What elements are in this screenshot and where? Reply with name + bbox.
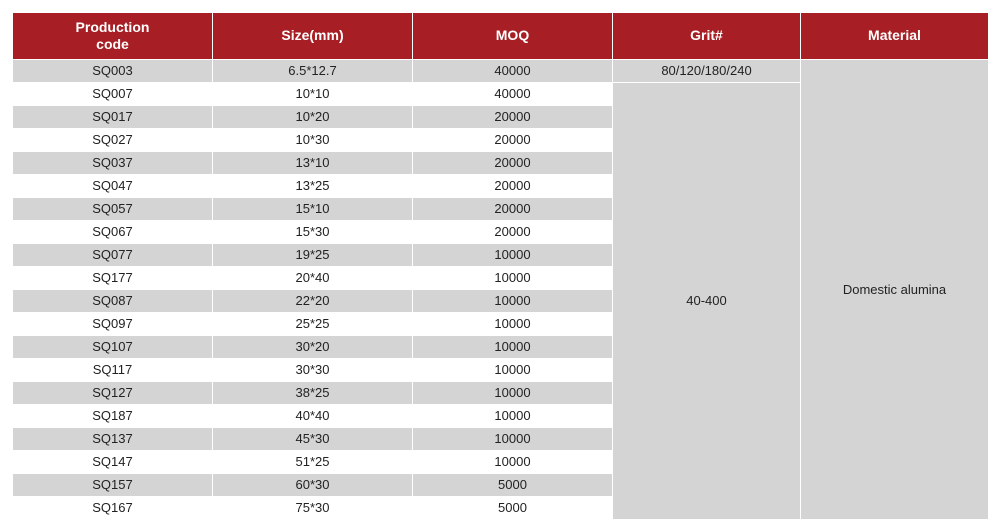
cell-size: 10*20 <box>213 105 413 128</box>
col-header-size: Size(mm) <box>213 13 413 60</box>
cell-code: SQ007 <box>13 82 213 105</box>
cell-size: 13*25 <box>213 174 413 197</box>
cell-grit-first: 80/120/180/240 <box>613 59 801 82</box>
cell-size: 75*30 <box>213 496 413 519</box>
cell-moq: 5000 <box>413 496 613 519</box>
cell-material-merged: Domestic alumina <box>801 59 989 519</box>
cell-moq: 20000 <box>413 105 613 128</box>
cell-code: SQ037 <box>13 151 213 174</box>
cell-size: 15*10 <box>213 197 413 220</box>
cell-moq: 10000 <box>413 289 613 312</box>
cell-code: SQ107 <box>13 335 213 358</box>
cell-code: SQ177 <box>13 266 213 289</box>
col-header-label: Grit# <box>690 27 723 43</box>
cell-code: SQ147 <box>13 450 213 473</box>
cell-code: SQ127 <box>13 381 213 404</box>
cell-code: SQ017 <box>13 105 213 128</box>
cell-code: SQ157 <box>13 473 213 496</box>
cell-moq: 10000 <box>413 450 613 473</box>
cell-code: SQ027 <box>13 128 213 151</box>
table-body: SQ003 6.5*12.7 40000 80/120/180/240 Dome… <box>13 59 989 519</box>
cell-code: SQ117 <box>13 358 213 381</box>
cell-moq: 10000 <box>413 266 613 289</box>
cell-size: 19*25 <box>213 243 413 266</box>
cell-moq: 10000 <box>413 358 613 381</box>
cell-moq: 10000 <box>413 335 613 358</box>
cell-moq: 20000 <box>413 174 613 197</box>
cell-size: 38*25 <box>213 381 413 404</box>
cell-size: 10*10 <box>213 82 413 105</box>
cell-code: SQ077 <box>13 243 213 266</box>
cell-moq: 5000 <box>413 473 613 496</box>
cell-size: 22*20 <box>213 289 413 312</box>
cell-size: 6.5*12.7 <box>213 59 413 82</box>
cell-code: SQ167 <box>13 496 213 519</box>
cell-moq: 20000 <box>413 128 613 151</box>
col-header-grit: Grit# <box>613 13 801 60</box>
col-header-label: code <box>96 36 129 52</box>
cell-moq: 20000 <box>413 151 613 174</box>
cell-size: 60*30 <box>213 473 413 496</box>
cell-code: SQ003 <box>13 59 213 82</box>
col-header-label: Size(mm) <box>281 27 343 43</box>
col-header-label: Material <box>868 27 921 43</box>
cell-moq: 40000 <box>413 82 613 105</box>
cell-moq: 40000 <box>413 59 613 82</box>
cell-code: SQ057 <box>13 197 213 220</box>
cell-size: 13*10 <box>213 151 413 174</box>
cell-moq: 10000 <box>413 243 613 266</box>
cell-moq: 10000 <box>413 427 613 450</box>
cell-moq: 20000 <box>413 197 613 220</box>
table-row: SQ003 6.5*12.7 40000 80/120/180/240 Dome… <box>13 59 989 82</box>
table-header-row: Production code Size(mm) MOQ Grit# Mater… <box>13 13 989 60</box>
cell-grit-merged: 40-400 <box>613 82 801 519</box>
cell-moq: 10000 <box>413 312 613 335</box>
col-header-moq: MOQ <box>413 13 613 60</box>
cell-code: SQ137 <box>13 427 213 450</box>
cell-size: 40*40 <box>213 404 413 427</box>
cell-code: SQ067 <box>13 220 213 243</box>
col-header-code: Production code <box>13 13 213 60</box>
cell-code: SQ187 <box>13 404 213 427</box>
cell-moq: 10000 <box>413 381 613 404</box>
cell-size: 25*25 <box>213 312 413 335</box>
cell-moq: 20000 <box>413 220 613 243</box>
cell-size: 15*30 <box>213 220 413 243</box>
cell-moq: 10000 <box>413 404 613 427</box>
col-header-label: MOQ <box>496 27 529 43</box>
col-header-material: Material <box>801 13 989 60</box>
cell-size: 45*30 <box>213 427 413 450</box>
cell-size: 30*30 <box>213 358 413 381</box>
cell-size: 10*30 <box>213 128 413 151</box>
cell-size: 30*20 <box>213 335 413 358</box>
cell-code: SQ087 <box>13 289 213 312</box>
cell-size: 51*25 <box>213 450 413 473</box>
product-spec-table: Production code Size(mm) MOQ Grit# Mater… <box>12 12 989 520</box>
cell-size: 20*40 <box>213 266 413 289</box>
cell-code: SQ047 <box>13 174 213 197</box>
col-header-label: Production <box>76 19 150 35</box>
cell-code: SQ097 <box>13 312 213 335</box>
